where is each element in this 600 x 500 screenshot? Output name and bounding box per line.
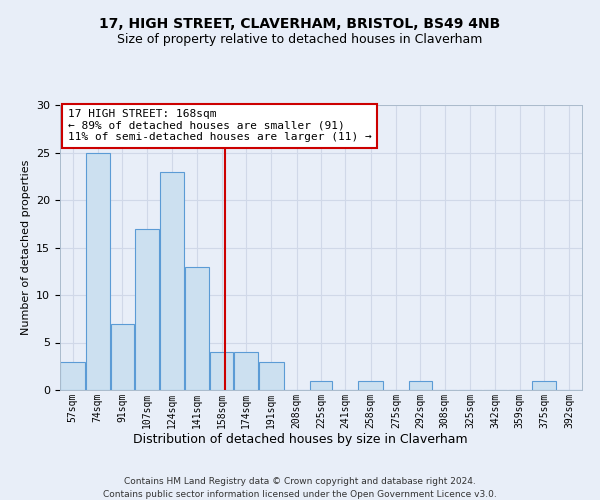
Bar xyxy=(234,352,259,390)
Bar xyxy=(160,172,184,390)
Text: Contains public sector information licensed under the Open Government Licence v3: Contains public sector information licen… xyxy=(103,490,497,499)
Bar xyxy=(358,380,383,390)
Text: 17, HIGH STREET, CLAVERHAM, BRISTOL, BS49 4NB: 17, HIGH STREET, CLAVERHAM, BRISTOL, BS4… xyxy=(100,18,500,32)
Bar xyxy=(111,324,134,390)
Bar xyxy=(185,266,209,390)
Y-axis label: Number of detached properties: Number of detached properties xyxy=(20,160,31,335)
Text: Distribution of detached houses by size in Claverham: Distribution of detached houses by size … xyxy=(133,432,467,446)
Bar xyxy=(210,352,233,390)
Bar xyxy=(61,362,85,390)
Text: 17 HIGH STREET: 168sqm
← 89% of detached houses are smaller (91)
11% of semi-det: 17 HIGH STREET: 168sqm ← 89% of detached… xyxy=(68,110,371,142)
Bar xyxy=(134,228,159,390)
Bar xyxy=(532,380,556,390)
Bar xyxy=(259,362,284,390)
Text: Size of property relative to detached houses in Claverham: Size of property relative to detached ho… xyxy=(118,32,482,46)
Bar xyxy=(86,152,110,390)
Bar xyxy=(310,380,332,390)
Text: Contains HM Land Registry data © Crown copyright and database right 2024.: Contains HM Land Registry data © Crown c… xyxy=(124,478,476,486)
Bar xyxy=(409,380,432,390)
